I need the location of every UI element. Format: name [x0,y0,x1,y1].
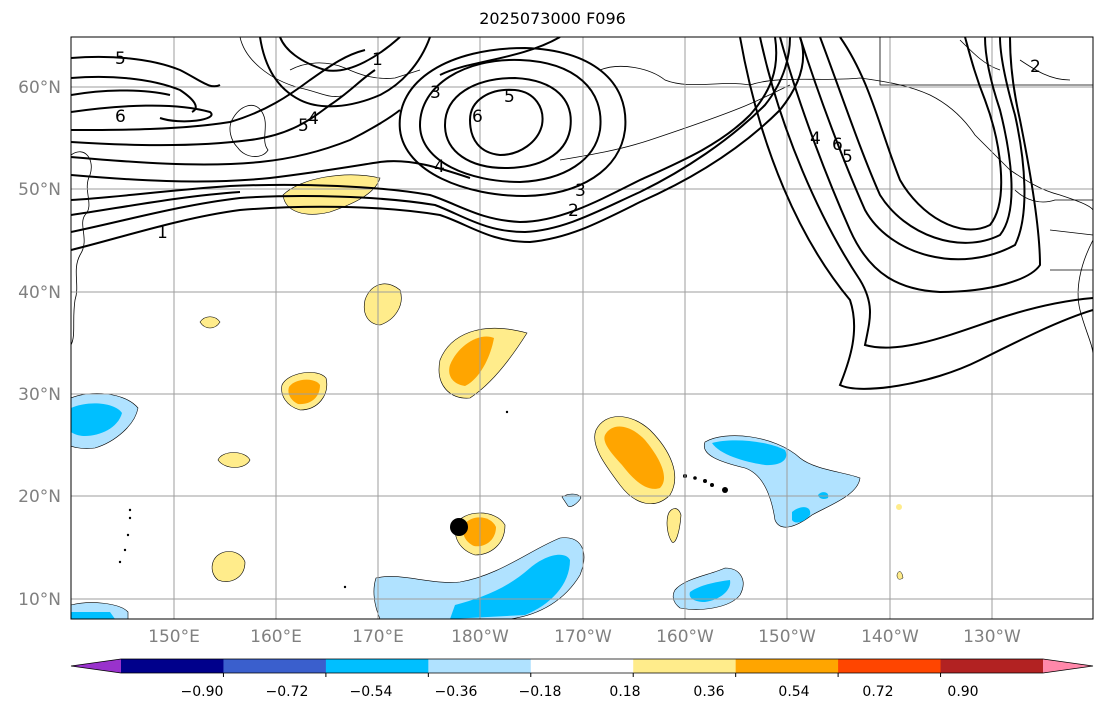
colorbar-tick: 0.36 [693,684,724,700]
anomaly-patch [288,379,320,405]
contour-label: 6 [115,107,126,127]
lon-label: 160°W [656,627,714,647]
contour-label: 5 [298,116,309,136]
contour-label: 2 [568,201,579,221]
contour-label: 5 [115,49,126,69]
colorbar-tick: −0.54 [350,684,393,700]
contour-label: 3 [575,181,586,201]
anomaly-patch [199,316,221,329]
anomaly-shading [71,174,904,619]
anomaly-patch [211,551,246,582]
colorbar-segment [735,659,839,673]
anomaly-patch [561,493,582,507]
colorbar-segment [940,659,1044,673]
colorbar-outline [70,658,1094,674]
islands [118,410,728,589]
lat-label: 60°N [18,78,61,98]
anomaly-patch [792,507,811,523]
lon-label: 150°W [758,627,816,647]
contour-label: 2 [1030,57,1041,77]
colorbar-segment [428,659,532,673]
lon-label: 160°E [250,627,302,647]
contour-label: 6 [832,135,843,155]
anomaly-patch [896,504,902,510]
colorbar-tick: −0.90 [181,684,224,700]
lon-label: 140°W [861,627,919,647]
longitude-labels: 150°E 160°E 170°E 180°W 170°W 160°W 150°… [148,627,1021,647]
contour-label: 1 [157,223,168,243]
colorbar-tick: 0.90 [947,684,978,700]
lat-label: 50°N [18,180,61,200]
colorbar-extension-high [1043,659,1093,673]
colorbar-tick: −0.72 [266,684,309,700]
contour-labels: 5 6 1 3 5 6 4 3 2 1 4 5 2 4 6 5 [115,49,1041,243]
contour-label: 5 [842,147,853,167]
colorbar-segments [70,658,1094,674]
contour-label: 1 [372,50,383,70]
contour-label: 4 [810,129,821,149]
anomaly-patch [363,283,402,326]
map-frame [70,36,1094,620]
lat-label: 40°N [18,283,61,303]
anomaly-patch [712,440,787,466]
lon-label: 170°W [554,627,612,647]
lon-label: 170°E [352,627,404,647]
map-title: 2025073000 F096 [479,9,626,28]
colorbar-segment [121,659,224,673]
colorbar-segment [530,659,634,673]
contour-label: 3 [430,83,441,103]
lat-label: 30°N [18,385,61,405]
colorbar-tick: 0.54 [778,684,809,700]
contour-label: 4 [434,157,445,177]
colorbar: −0.90 −0.72 −0.54 −0.36 −0.18 0.18 0.36 … [70,658,1094,700]
anomaly-patch [449,336,494,386]
anomaly-patch [71,403,122,436]
lat-label: 20°N [18,487,61,507]
contour-label: 4 [308,109,319,129]
lon-label: 130°W [963,627,1021,647]
anomaly-patch [604,426,665,489]
contour-label: 6 [472,107,483,127]
anomaly-patch [896,571,904,580]
colorbar-extension-low [71,659,121,673]
storm-marker[interactable] [450,518,468,536]
lat-label: 10°N [18,590,61,610]
lon-label: 150°E [148,627,200,647]
gridlines [71,37,1093,619]
contour-label: 5 [504,87,515,107]
anomaly-patch [71,612,115,619]
contour-lines [71,37,1093,390]
colorbar-tick: −0.18 [519,684,562,700]
colorbar-segment [325,659,429,673]
colorbar-segment [838,659,942,673]
anomaly-patch [666,508,682,543]
anomaly-patch [689,580,731,602]
latitude-labels: 60°N 50°N 40°N 30°N 20°N 10°N [18,78,61,610]
colorbar-tick: −0.36 [435,684,478,700]
colorbar-segment [633,659,737,673]
colorbar-tick: 0.18 [609,684,640,700]
lon-label: 180°W [451,627,509,647]
colorbar-tick: 0.72 [862,684,893,700]
colorbar-segment [223,659,327,673]
anomaly-patch [217,452,251,468]
map-area[interactable] [71,37,1093,619]
colorbar-ticks: −0.90 −0.72 −0.54 −0.36 −0.18 0.18 0.36 … [181,673,979,700]
